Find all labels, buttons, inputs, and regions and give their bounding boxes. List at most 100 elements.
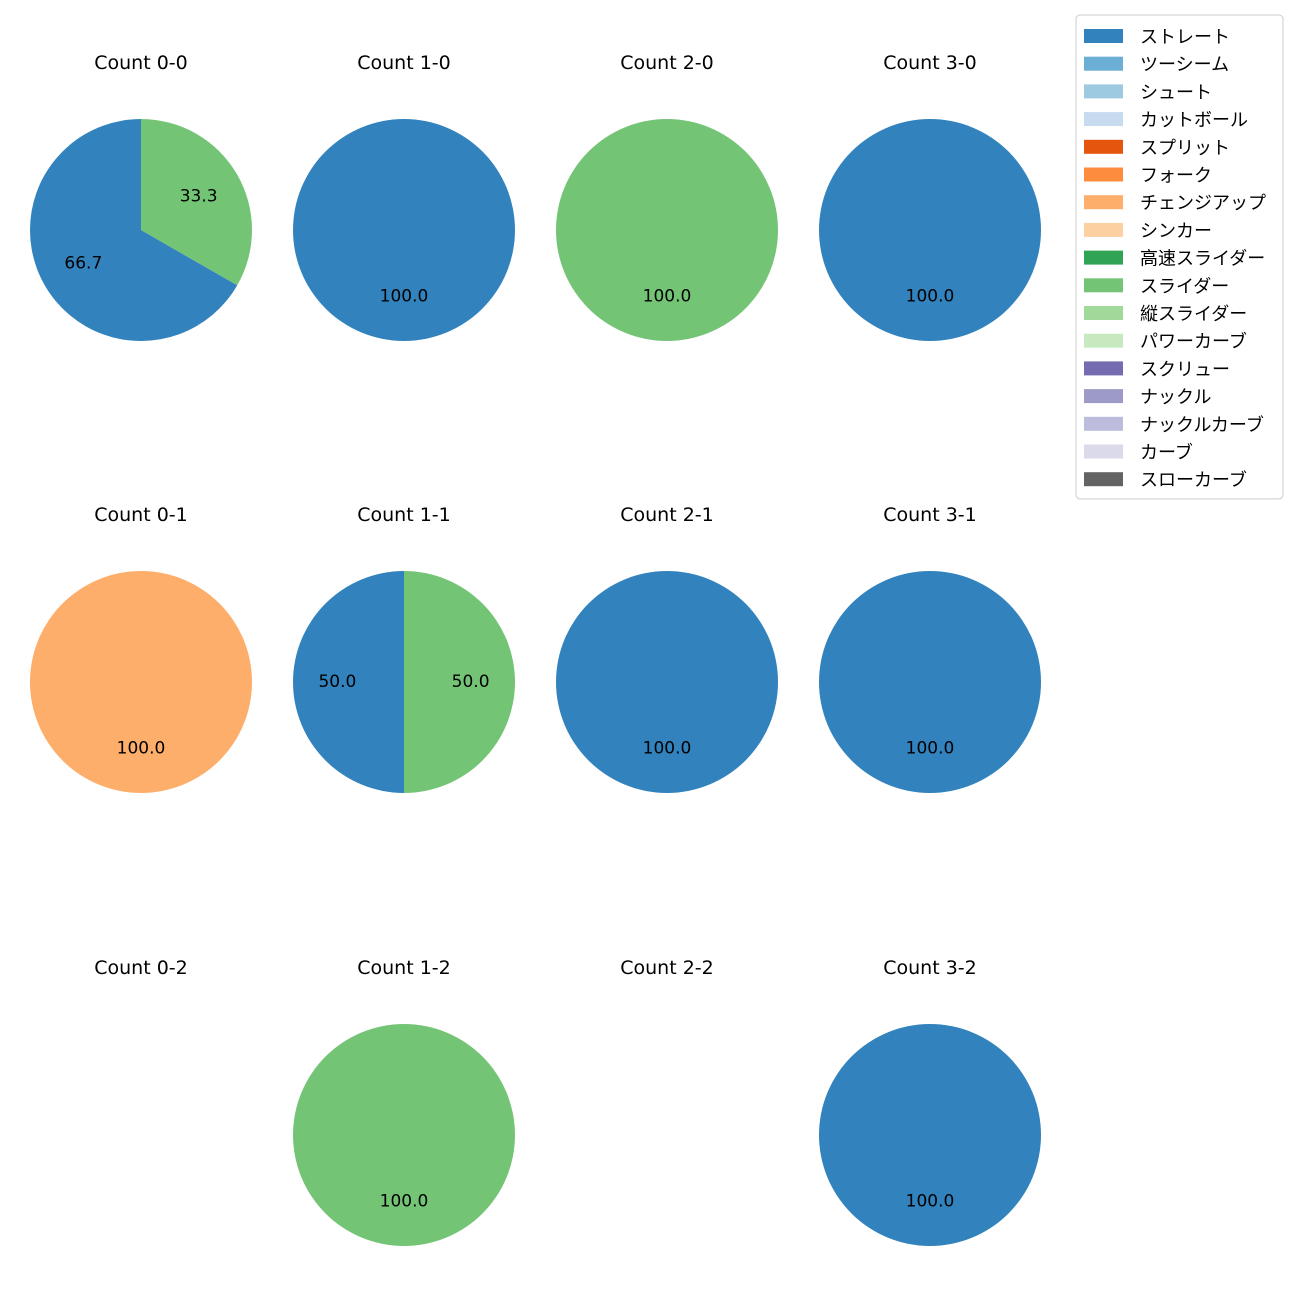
subplot: Count 3-1 100.0 xyxy=(819,504,1041,793)
legend-swatch xyxy=(1084,29,1123,43)
legend-label: フォーク xyxy=(1140,166,1212,187)
legend-label: ナックルカーブ xyxy=(1140,414,1264,436)
subplot-title: Count 2-1 xyxy=(620,504,714,526)
legend-swatch xyxy=(1084,56,1123,71)
pie-slice xyxy=(556,571,778,793)
legend-swatch xyxy=(1084,389,1123,404)
pie-slice xyxy=(141,119,252,286)
legend-swatch xyxy=(1084,333,1123,348)
legend-item: パワーカーブ xyxy=(1084,331,1247,353)
subplot: Count 0-0 66.7 33.3 xyxy=(29,52,252,341)
subplot-title: Count 2-0 xyxy=(620,52,714,74)
subplot-title: Count 3-0 xyxy=(883,52,977,74)
legend-label: 縦スライダー xyxy=(1140,304,1247,325)
legend-label: ツーシーム xyxy=(1140,55,1229,76)
subplot: Count 2-0 100.0 xyxy=(556,52,778,341)
pie-slice xyxy=(556,119,778,341)
legend-item: フォーク xyxy=(1084,166,1212,187)
legend-swatch xyxy=(1084,306,1123,320)
subplot-title: Count 3-2 xyxy=(883,957,977,979)
slice-label: 100.0 xyxy=(117,739,166,759)
legend-swatch xyxy=(1084,222,1123,237)
slice-label: 66.7 xyxy=(64,253,102,273)
subplot-title: Count 1-0 xyxy=(357,52,451,74)
slice-label: 33.3 xyxy=(180,187,218,207)
legend-swatch xyxy=(1084,444,1123,459)
subplot-title: Count 1-1 xyxy=(357,504,451,526)
legend-swatch xyxy=(1084,167,1123,182)
subplot: Count 3-2 100.0 xyxy=(819,957,1041,1246)
subplot-title: Count 0-2 xyxy=(94,957,188,979)
pie-slice xyxy=(29,119,238,341)
slice-label: 50.0 xyxy=(318,672,356,692)
subplot: Count 2-1 100.0 xyxy=(556,504,778,793)
legend-label: スクリュー xyxy=(1140,359,1230,380)
pie-slice xyxy=(293,571,404,793)
legend-item: スライダー xyxy=(1084,276,1229,297)
legend: ストレートツーシームシュートカットボールスプリットフォークチェンジアップシンカー… xyxy=(1075,14,1284,500)
subplot: Count 0-2 xyxy=(94,957,188,979)
slice-label: 100.0 xyxy=(906,739,955,759)
subplot: Count 2-2 xyxy=(620,957,714,979)
legend-label: カーブ xyxy=(1140,442,1193,464)
legend-item: シンカー xyxy=(1084,221,1212,242)
legend-item: 高速スライダー xyxy=(1084,249,1265,270)
legend-label: スプリット xyxy=(1140,138,1230,159)
legend-label: シンカー xyxy=(1140,221,1212,242)
legend-item: ナックル xyxy=(1084,387,1211,408)
slice-label: 100.0 xyxy=(380,1192,429,1212)
pie-slice xyxy=(404,571,515,793)
legend-item: スクリュー xyxy=(1084,359,1230,380)
subplot-title: Count 3-1 xyxy=(883,504,977,526)
pie-slice xyxy=(293,119,515,341)
legend-label: ナックル xyxy=(1140,387,1211,408)
pie-slice xyxy=(293,1024,515,1246)
legend-swatch xyxy=(1084,112,1123,127)
slice-label: 100.0 xyxy=(906,287,955,307)
slice-label: 100.0 xyxy=(643,287,692,307)
legend-box xyxy=(1075,14,1284,500)
legend-label: パワーカーブ xyxy=(1140,331,1247,353)
legend-swatch xyxy=(1084,195,1123,210)
legend-label: スローカーブ xyxy=(1140,469,1247,491)
legend-label: ストレート xyxy=(1140,27,1230,48)
subplot-title: Count 2-2 xyxy=(620,957,714,979)
legend-item: ツーシーム xyxy=(1084,55,1229,76)
legend-label: カットボール xyxy=(1140,110,1248,131)
legend-item: カーブ xyxy=(1084,442,1193,464)
subplot: Count 3-0 100.0 xyxy=(819,52,1041,341)
subplot: Count 1-1 50.0 50.0 xyxy=(293,504,515,793)
slice-label: 50.0 xyxy=(452,672,490,692)
legend-label: スライダー xyxy=(1140,276,1229,297)
legend-item: ナックルカーブ xyxy=(1084,414,1264,436)
legend-swatch xyxy=(1084,84,1123,99)
legend-item: ストレート xyxy=(1084,27,1230,48)
legend-swatch xyxy=(1084,361,1123,376)
legend-item: スローカーブ xyxy=(1084,469,1247,491)
subplot: Count 1-0 100.0 xyxy=(293,52,515,341)
slice-label: 100.0 xyxy=(380,287,429,307)
legend-item: カットボール xyxy=(1084,110,1248,131)
legend-item: スプリット xyxy=(1084,138,1230,159)
subplot: Count 1-2 100.0 xyxy=(293,957,515,1246)
legend-swatch xyxy=(1084,250,1123,265)
legend-item: シュート xyxy=(1084,82,1212,103)
pie-slice xyxy=(819,571,1041,793)
pie-slice xyxy=(819,1024,1041,1246)
legend-item: チェンジアップ xyxy=(1084,193,1266,214)
subplot-title: Count 1-2 xyxy=(357,957,451,979)
legend-item: 縦スライダー xyxy=(1084,304,1247,325)
legend-label: シュート xyxy=(1140,82,1212,103)
slice-label: 100.0 xyxy=(906,1192,955,1212)
subplot-title: Count 0-1 xyxy=(94,504,188,526)
subplot: Count 0-1 100.0 xyxy=(30,504,252,793)
legend-swatch xyxy=(1084,416,1123,431)
legend-label: 高速スライダー xyxy=(1140,249,1265,270)
subplot-title: Count 0-0 xyxy=(94,52,188,74)
legend-swatch xyxy=(1084,472,1123,487)
pie-slice xyxy=(30,571,252,793)
legend-swatch xyxy=(1084,139,1123,154)
slice-label: 100.0 xyxy=(643,739,692,759)
